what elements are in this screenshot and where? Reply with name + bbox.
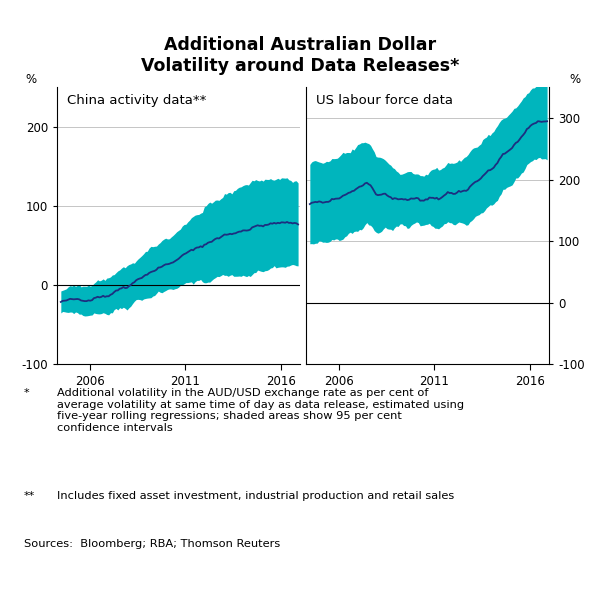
Text: **: ** (24, 491, 35, 501)
Text: *: * (24, 388, 29, 399)
Text: Includes fixed asset investment, industrial production and retail sales: Includes fixed asset investment, industr… (57, 491, 454, 501)
Text: Sources:  Bloomberg; RBA; Thomson Reuters: Sources: Bloomberg; RBA; Thomson Reuters (24, 539, 280, 549)
Text: Additional Australian Dollar
Volatility around Data Releases*: Additional Australian Dollar Volatility … (141, 37, 459, 75)
Text: %: % (569, 73, 581, 86)
Text: US labour force data: US labour force data (316, 94, 453, 107)
Text: China activity data**: China activity data** (67, 94, 206, 107)
Text: Additional volatility in the AUD/USD exchange rate as per cent of
average volati: Additional volatility in the AUD/USD exc… (57, 388, 464, 433)
Text: %: % (25, 73, 37, 86)
